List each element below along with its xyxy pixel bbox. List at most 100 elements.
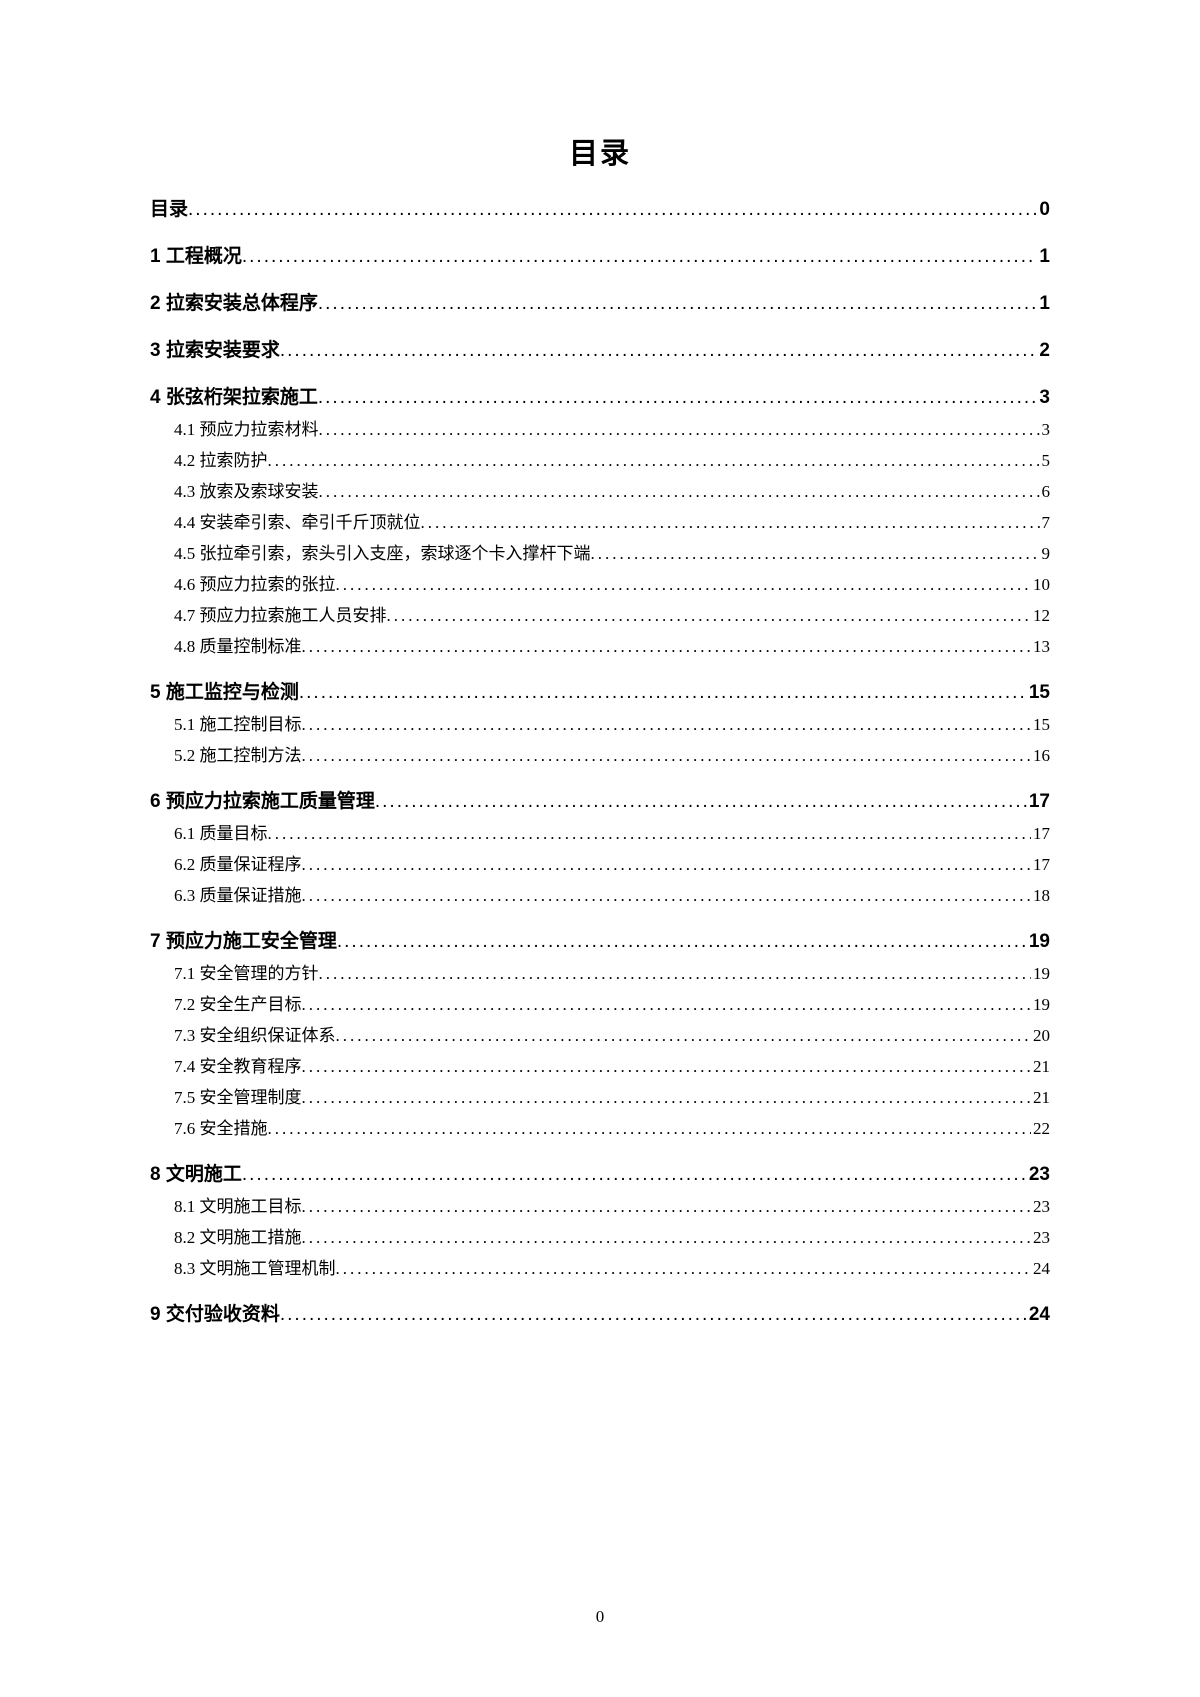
toc-entry-page: 19	[1031, 995, 1050, 1015]
toc-entry: 7.2 安全生产目标..............................…	[150, 990, 1050, 1015]
toc-entry: 4.3 放索及索球安装.............................…	[150, 477, 1050, 502]
toc-entry-text: 7.2 安全生产目标	[174, 990, 302, 1015]
toc-entry-page: 5	[1040, 451, 1051, 471]
toc-dots: ........................................…	[302, 995, 1032, 1015]
toc-entry-page: 3	[1037, 387, 1050, 409]
toc-entry: 4.2 拉索防护................................…	[150, 446, 1050, 471]
toc-entry: 4.7 预应力拉索施工人员安排.........................…	[150, 601, 1050, 626]
toc-entry-page: 21	[1031, 1057, 1050, 1077]
toc-entry-page: 23	[1031, 1197, 1050, 1217]
toc-entry-page: 18	[1031, 886, 1050, 906]
toc-entry-text: 9 交付验收资料	[150, 1299, 280, 1326]
toc-entry-text: 8.1 文明施工目标	[174, 1192, 302, 1217]
toc-entry: 4.1 预应力拉索材料.............................…	[150, 415, 1050, 440]
toc-dots: ........................................…	[242, 1164, 1027, 1186]
toc-entry-text: 7.6 安全措施	[174, 1114, 268, 1139]
toc-entry: 4.4 安装牵引索、牵引千斤顶就位.......................…	[150, 508, 1050, 533]
toc-entry: 8 文明施工..................................…	[150, 1159, 1050, 1186]
toc-dots: ........................................…	[319, 420, 1040, 440]
toc-entry: 1 工程概况..................................…	[150, 241, 1050, 268]
toc-entry-text: 6.3 质量保证措施	[174, 881, 302, 906]
toc-dots: ........................................…	[319, 482, 1040, 502]
toc-dots: ........................................…	[336, 1026, 1032, 1046]
toc-entry: 8.1 文明施工目标..............................…	[150, 1192, 1050, 1217]
toc-entry: 4.5 张拉牵引索，索头引入支座，索球逐个卡入撑杆下端.............…	[150, 539, 1050, 564]
toc-entry-text: 4.5 张拉牵引索，索头引入支座，索球逐个卡入撑杆下端	[174, 539, 591, 564]
toc-entry-text: 目录	[150, 194, 188, 221]
toc-entry: 4 张弦桁架拉索施工..............................…	[150, 382, 1050, 409]
toc-entry-text: 4.7 预应力拉索施工人员安排	[174, 601, 387, 626]
toc-entry-page: 3	[1040, 420, 1051, 440]
toc-entry: 3 拉索安装要求................................…	[150, 335, 1050, 362]
toc-entry: 6.3 质量保证措施..............................…	[150, 881, 1050, 906]
toc-entry-page: 22	[1031, 1119, 1050, 1139]
toc-entry: 7.1 安全管理的方针.............................…	[150, 959, 1050, 984]
toc-entry-page: 13	[1031, 637, 1050, 657]
toc-dots: ........................................…	[188, 199, 1037, 221]
toc-entry: 4.6 预应力拉索的张拉............................…	[150, 570, 1050, 595]
toc-entry: 目录......................................…	[150, 194, 1050, 221]
toc-entry-page: 7	[1040, 513, 1051, 533]
toc-entry: 8.2 文明施工措施..............................…	[150, 1223, 1050, 1248]
toc-entry-text: 8.3 文明施工管理机制	[174, 1254, 336, 1279]
toc-entry: 4.8 质量控制标准..............................…	[150, 632, 1050, 657]
toc-entry-page: 1	[1037, 246, 1050, 268]
toc-entry-page: 15	[1031, 715, 1050, 735]
toc-dots: ........................................…	[302, 746, 1032, 766]
toc-dots: ........................................…	[280, 340, 1038, 362]
toc-dots: ........................................…	[268, 1119, 1032, 1139]
toc-dots: ........................................…	[299, 682, 1027, 704]
toc-entry-page: 12	[1031, 606, 1050, 626]
toc-entry-text: 4.1 预应力拉索材料	[174, 415, 319, 440]
toc-entry: 6.1 质量目标................................…	[150, 819, 1050, 844]
toc-entry-text: 5.2 施工控制方法	[174, 741, 302, 766]
toc-dots: ........................................…	[242, 246, 1038, 268]
toc-entry-page: 10	[1031, 575, 1050, 595]
toc-entry-page: 17	[1031, 824, 1050, 844]
toc-entry-text: 6.1 质量目标	[174, 819, 268, 844]
toc-dots: ........................................…	[302, 715, 1032, 735]
toc-entry-page: 19	[1031, 964, 1050, 984]
toc-entry-page: 23	[1027, 1164, 1050, 1186]
toc-entry: 7.6 安全措施................................…	[150, 1114, 1050, 1139]
toc-entry: 6.2 质量保证程序..............................…	[150, 850, 1050, 875]
toc-entry-page: 1	[1037, 293, 1050, 315]
toc-dots: ........................................…	[319, 964, 1032, 984]
toc-entry-text: 6 预应力拉索施工质量管理	[150, 786, 375, 813]
toc-entry-text: 4.4 安装牵引索、牵引千斤顶就位	[174, 508, 421, 533]
toc-entry-text: 4 张弦桁架拉索施工	[150, 382, 318, 409]
toc-entry: 6 预应力拉索施工质量管理...........................…	[150, 786, 1050, 813]
toc-entry-text: 5.1 施工控制目标	[174, 710, 302, 735]
toc-entry-text: 8.2 文明施工措施	[174, 1223, 302, 1248]
toc-entry-text: 1 工程概况	[150, 241, 242, 268]
toc-entry: 7.4 安全教育程序..............................…	[150, 1052, 1050, 1077]
toc-entry: 9 交付验收资料................................…	[150, 1299, 1050, 1326]
toc-entry: 2 拉索安装总体程序..............................…	[150, 288, 1050, 315]
toc-entry-page: 24	[1027, 1304, 1050, 1326]
toc-title: 目录	[150, 130, 1050, 172]
toc-entry-text: 8 文明施工	[150, 1159, 242, 1186]
toc-entry-text: 7.4 安全教育程序	[174, 1052, 302, 1077]
toc-dots: ........................................…	[302, 1057, 1032, 1077]
toc-entry-page: 21	[1031, 1088, 1050, 1108]
toc-entry-page: 9	[1040, 544, 1051, 564]
toc-dots: ........................................…	[280, 1304, 1027, 1326]
toc-entry-text: 4.3 放索及索球安装	[174, 477, 319, 502]
toc-dots: ........................................…	[302, 855, 1032, 875]
toc-entry: 7 预应力施工安全管理.............................…	[150, 926, 1050, 953]
toc-dots: ........................................…	[302, 1197, 1032, 1217]
toc-dots: ........................................…	[375, 791, 1027, 813]
toc-entry-text: 4.2 拉索防护	[174, 446, 268, 471]
toc-entry: 7.5 安全管理制度..............................…	[150, 1083, 1050, 1108]
toc-entry-text: 4.8 质量控制标准	[174, 632, 302, 657]
toc-entry-page: 19	[1027, 931, 1050, 953]
toc-entry-text: 3 拉索安装要求	[150, 335, 280, 362]
toc-dots: ........................................…	[302, 1088, 1032, 1108]
toc-entry-page: 20	[1031, 1026, 1050, 1046]
toc-entry-page: 15	[1027, 682, 1050, 704]
toc-entry-page: 17	[1031, 855, 1050, 875]
toc-entry-page: 2	[1037, 340, 1050, 362]
toc-dots: ........................................…	[336, 575, 1032, 595]
toc-entry: 5.2 施工控制方法..............................…	[150, 741, 1050, 766]
toc-entry: 7.3 安全组织保证体系............................…	[150, 1021, 1050, 1046]
